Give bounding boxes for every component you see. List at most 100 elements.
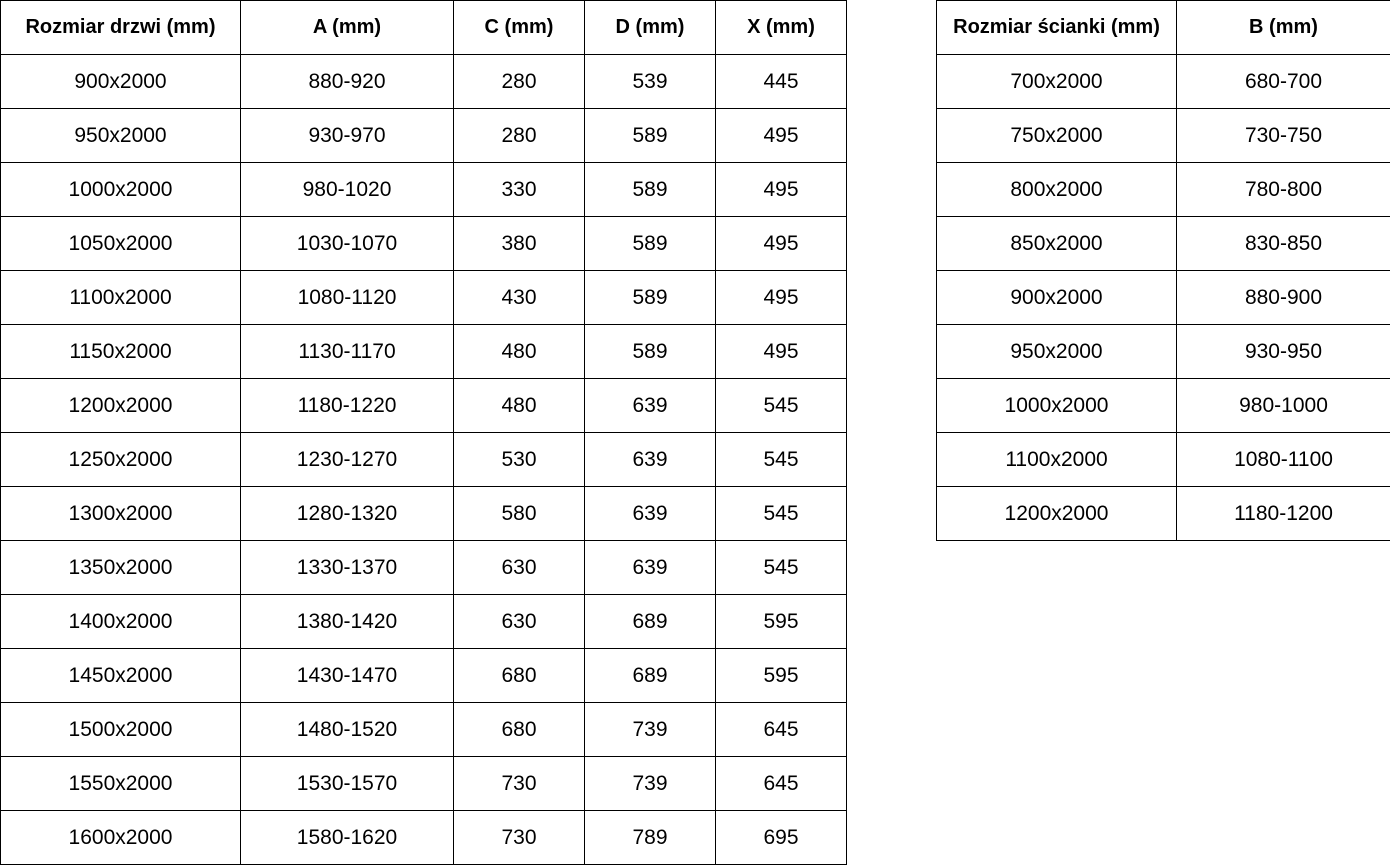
column-header: Rozmiar ścianki (mm) (936, 0, 1177, 55)
table-row: 850x2000 830-850 (936, 216, 1390, 271)
table-cell: 689 (584, 594, 716, 649)
table-cell: 645 (715, 702, 847, 757)
table-cell: 1080-1100 (1176, 432, 1390, 487)
table-row: 1000x2000 980-1020 330 589 495 (0, 162, 847, 217)
table-row: 1600x2000 1580-1620 730 789 695 (0, 810, 847, 865)
table-cell: 480 (453, 378, 585, 433)
table-cell: 1380-1420 (240, 594, 454, 649)
table-cell: 545 (715, 432, 847, 487)
table-cell: 1530-1570 (240, 756, 454, 811)
table-cell: 1000x2000 (0, 162, 241, 217)
table-cell: 495 (715, 108, 847, 163)
table-row: 900x2000 880-920 280 539 445 (0, 54, 847, 109)
table-cell: 639 (584, 378, 716, 433)
table-cell: 930-950 (1176, 324, 1390, 379)
table-cell: 850x2000 (936, 216, 1177, 271)
table-row: 800x2000 780-800 (936, 162, 1390, 217)
table-cell: 1500x2000 (0, 702, 241, 757)
table-cell: 1080-1120 (240, 270, 454, 325)
table-cell: 980-1000 (1176, 378, 1390, 433)
table-cell: 730 (453, 810, 585, 865)
table-cell: 739 (584, 756, 716, 811)
table-cell: 330 (453, 162, 585, 217)
table-cell: 689 (584, 648, 716, 703)
table-row: 1550x2000 1530-1570 730 739 645 (0, 756, 847, 811)
table-row: 900x2000 880-900 (936, 270, 1390, 325)
table-cell: 1180-1200 (1176, 486, 1390, 541)
table-row: 1350x2000 1330-1370 630 639 545 (0, 540, 847, 595)
table-cell: 950x2000 (0, 108, 241, 163)
table-cell: 495 (715, 162, 847, 217)
table-cell: 800x2000 (936, 162, 1177, 217)
column-header: Rozmiar drzwi (mm) (0, 0, 241, 55)
table-cell: 1100x2000 (936, 432, 1177, 487)
table-cell: 789 (584, 810, 716, 865)
table-cell: 680-700 (1176, 54, 1390, 109)
header-row: Rozmiar ścianki (mm) B (mm) (936, 0, 1390, 55)
table-cell: 1430-1470 (240, 648, 454, 703)
table-cell: 739 (584, 702, 716, 757)
table-cell: 645 (715, 756, 847, 811)
table-row: 1250x2000 1230-1270 530 639 545 (0, 432, 847, 487)
table-cell: 950x2000 (936, 324, 1177, 379)
table-cell: 639 (584, 486, 716, 541)
table-cell: 1230-1270 (240, 432, 454, 487)
table-cell: 900x2000 (0, 54, 241, 109)
table-row: 1300x2000 1280-1320 580 639 545 (0, 486, 847, 541)
table-cell: 1350x2000 (0, 540, 241, 595)
table-cell: 495 (715, 270, 847, 325)
table-cell: 1030-1070 (240, 216, 454, 271)
table-cell: 1550x2000 (0, 756, 241, 811)
table-cell: 830-850 (1176, 216, 1390, 271)
table-cell: 900x2000 (936, 270, 1177, 325)
door-size-table: Rozmiar drzwi (mm) A (mm) C (mm) D (mm) X (m… (0, 0, 847, 865)
table-cell: 530 (453, 432, 585, 487)
wall-panel-size-table: Rozmiar ścianki (mm) B (mm) 700x2000 680-7… (936, 0, 1390, 541)
table-cell: 595 (715, 648, 847, 703)
table-cell: 280 (453, 108, 585, 163)
table-cell: 695 (715, 810, 847, 865)
table-cell: 545 (715, 486, 847, 541)
table-row: 1100x2000 1080-1120 430 589 495 (0, 270, 847, 325)
table-cell: 639 (584, 540, 716, 595)
table-row: 1100x2000 1080-1100 (936, 432, 1390, 487)
table-cell: 880-900 (1176, 270, 1390, 325)
table-cell: 580 (453, 486, 585, 541)
table-row: 1200x2000 1180-1200 (936, 486, 1390, 541)
table-row: 950x2000 930-950 (936, 324, 1390, 379)
table-cell: 1450x2000 (0, 648, 241, 703)
table-cell: 589 (584, 108, 716, 163)
table-row: 950x2000 930-970 280 589 495 (0, 108, 847, 163)
table-cell: 545 (715, 378, 847, 433)
table-cell: 1330-1370 (240, 540, 454, 595)
column-header: X (mm) (715, 0, 847, 55)
table-row: 1500x2000 1480-1520 680 739 645 (0, 702, 847, 757)
table-cell: 545 (715, 540, 847, 595)
table-cell: 700x2000 (936, 54, 1177, 109)
table-cell: 1180-1220 (240, 378, 454, 433)
table-row: 1400x2000 1380-1420 630 689 595 (0, 594, 847, 649)
table-cell: 539 (584, 54, 716, 109)
table-cell: 495 (715, 216, 847, 271)
table-cell: 1000x2000 (936, 378, 1177, 433)
table-cell: 1580-1620 (240, 810, 454, 865)
table-row: 1050x2000 1030-1070 380 589 495 (0, 216, 847, 271)
table-cell: 880-920 (240, 54, 454, 109)
table-cell: 1150x2000 (0, 324, 241, 379)
table-cell: 1050x2000 (0, 216, 241, 271)
table-cell: 1600x2000 (0, 810, 241, 865)
table-cell: 1400x2000 (0, 594, 241, 649)
table-cell: 1200x2000 (0, 378, 241, 433)
column-header: B (mm) (1176, 0, 1390, 55)
table-cell: 730 (453, 756, 585, 811)
table-cell: 980-1020 (240, 162, 454, 217)
table-cell: 1130-1170 (240, 324, 454, 379)
table-cell: 639 (584, 432, 716, 487)
table-cell: 780-800 (1176, 162, 1390, 217)
table-row: 1150x2000 1130-1170 480 589 495 (0, 324, 847, 379)
table-cell: 445 (715, 54, 847, 109)
column-header: A (mm) (240, 0, 454, 55)
table-cell: 750x2000 (936, 108, 1177, 163)
column-header: D (mm) (584, 0, 716, 55)
header-row: Rozmiar drzwi (mm) A (mm) C (mm) D (mm) X (m… (0, 0, 847, 55)
